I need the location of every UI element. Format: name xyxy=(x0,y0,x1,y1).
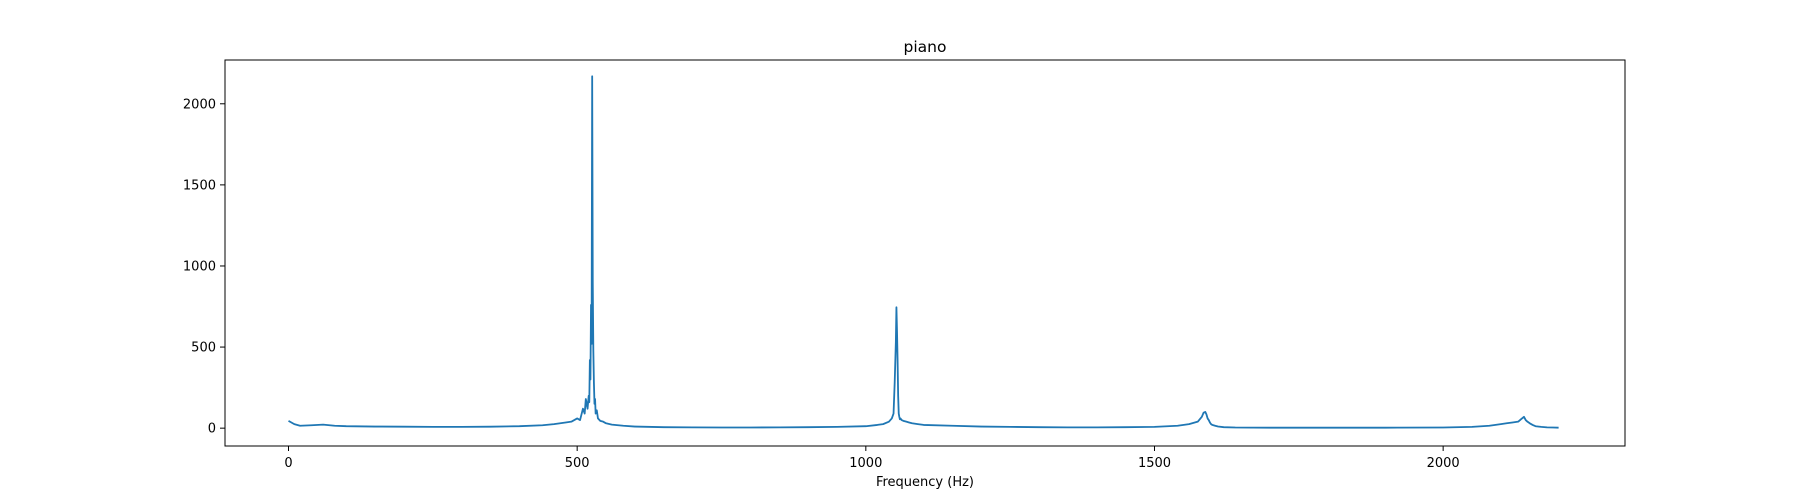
x-tick-label: 2000 xyxy=(1427,456,1460,471)
y-tick-label: 1500 xyxy=(183,178,216,193)
chart-title: piano xyxy=(904,38,947,56)
x-axis-label: Frequency (Hz) xyxy=(876,475,974,490)
x-tick-label: 500 xyxy=(565,456,590,471)
y-tick-label: 1000 xyxy=(183,259,216,274)
x-tick-label: 1500 xyxy=(1138,456,1171,471)
series-line-0 xyxy=(288,75,1559,429)
y-tick-label: 2000 xyxy=(183,97,216,112)
x-tick-label: 1000 xyxy=(849,456,882,471)
x-tick-label: 0 xyxy=(284,456,292,471)
y-tick-label: 500 xyxy=(191,341,216,356)
y-tick-label: 0 xyxy=(208,422,216,437)
plot-frame xyxy=(224,59,1626,447)
